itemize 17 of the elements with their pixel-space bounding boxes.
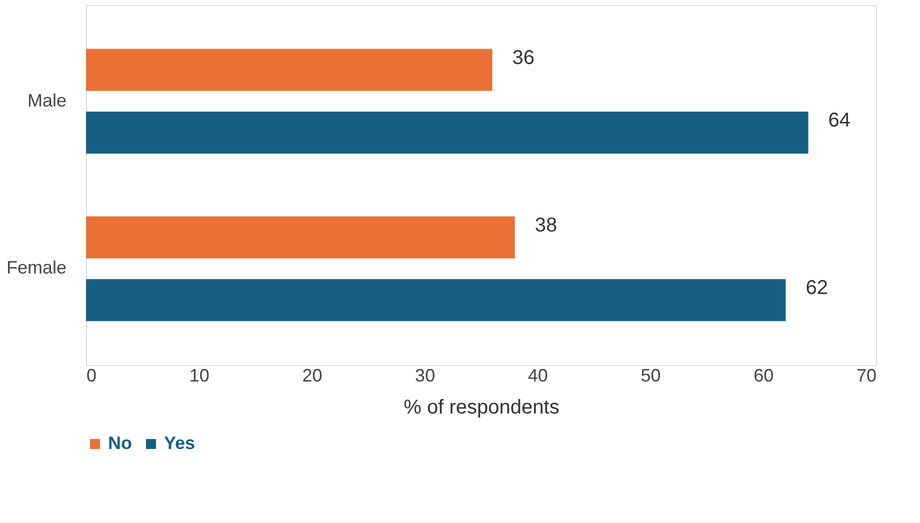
y-tick-label: Female [6,258,66,278]
data-label: 38 [534,214,558,236]
x-tick-label: 60 [754,366,774,386]
legend-label: No [108,433,132,453]
x-tick-label: 0 [86,366,97,386]
x-tick-label: 20 [302,366,322,386]
y-tick-label: Male [27,90,66,110]
x-tick-label: 10 [189,366,210,386]
data-label: 62 [806,277,828,300]
data-label: 36 [512,46,535,69]
x-tick-label: 50 [640,366,661,386]
x-tick-label: 30 [415,366,436,386]
x-axis-title: % of respondents [404,396,560,418]
legend-label: Yes [164,433,196,453]
x-tick-label: 70 [856,366,876,386]
x-tick-label: 40 [528,366,548,386]
data-label: 64 [828,110,851,132]
